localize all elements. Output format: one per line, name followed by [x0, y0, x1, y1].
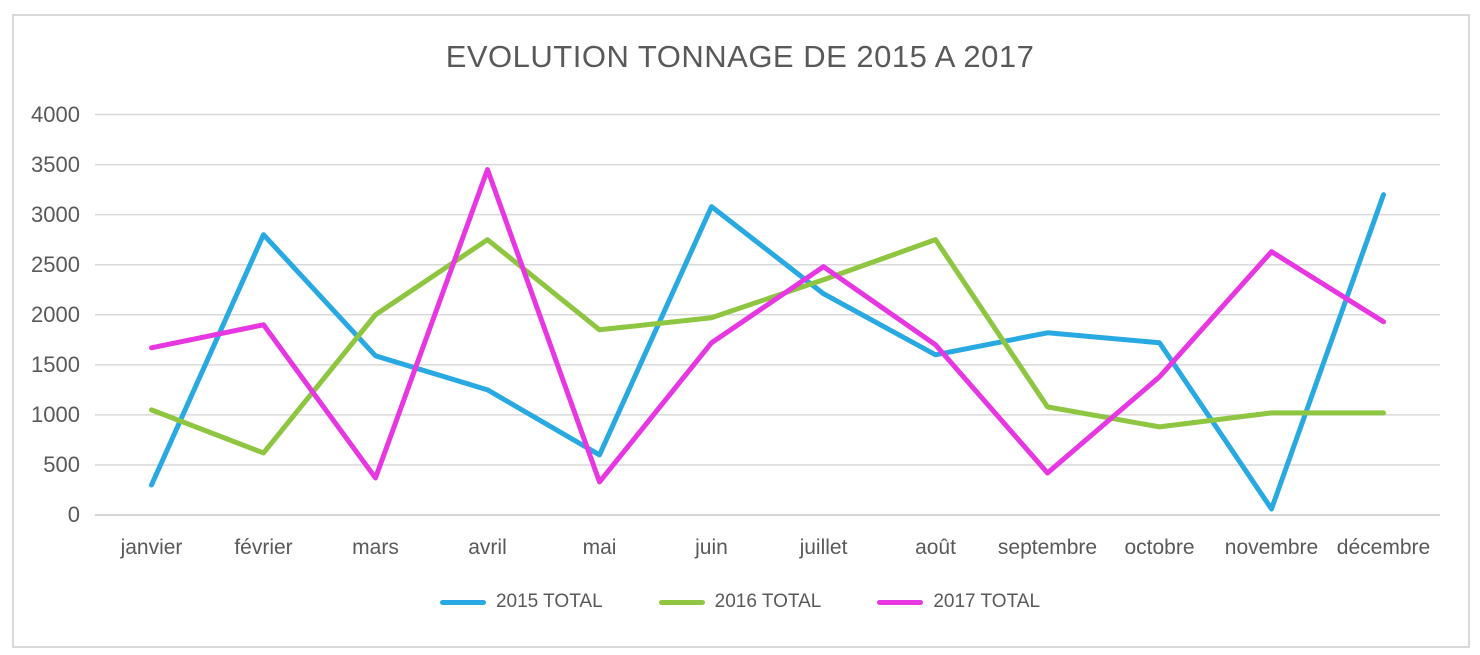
- legend-item-2015: 2015 TOTAL: [439, 591, 603, 613]
- series-line-2015: [149, 192, 1386, 512]
- x-tick-label-3: mars: [352, 536, 399, 559]
- series-line-2016: [149, 237, 1386, 456]
- x-tick-label-10: octobre: [1124, 536, 1195, 559]
- legend-swatch-icon: [658, 599, 705, 605]
- x-tick-label-6: juin: [695, 536, 728, 559]
- legend-swatch-icon: [439, 599, 486, 605]
- legend-item-2016: 2016 TOTAL: [658, 591, 822, 613]
- series-line-2017: [149, 167, 1386, 485]
- x-tick-label-5: mai: [582, 536, 617, 559]
- x-tick-label-12: décembre: [1336, 536, 1431, 559]
- x-tick-label-2: février: [234, 536, 293, 559]
- x-tick-label-7: juillet: [799, 536, 848, 559]
- chart-frame: [12, 14, 1470, 648]
- y-tick-label: 3500: [31, 151, 80, 177]
- legend-label: 2017 TOTAL: [933, 591, 1041, 612]
- x-tick-label-8: août: [915, 536, 956, 559]
- y-tick-label: 2000: [31, 301, 80, 327]
- x-tick-label-1: janvier: [120, 536, 183, 559]
- y-tick-label: 500: [43, 451, 80, 477]
- y-tick-label: 2500: [31, 251, 80, 277]
- y-tick-label: 1500: [31, 351, 80, 377]
- y-tick-label: 1000: [31, 401, 80, 427]
- legend-swatch-icon: [877, 599, 924, 605]
- x-tick-label-11: novembre: [1224, 536, 1319, 559]
- x-tick-label-4: avril: [468, 536, 507, 559]
- y-tick-label: 3000: [31, 201, 80, 227]
- legend-label: 2015 TOTAL: [495, 591, 603, 612]
- chart-title: EVOLUTION TONNAGE DE 2015 A 2017: [445, 39, 1035, 74]
- legend: 2015 TOTAL 2016 TOTAL 2017 TOTAL: [0, 588, 1480, 616]
- y-tick-label: 0: [67, 502, 80, 527]
- legend-label: 2016 TOTAL: [714, 591, 822, 612]
- legend-item-2017: 2017 TOTAL: [877, 591, 1040, 613]
- y-tick-label: 4000: [31, 101, 80, 127]
- x-tick-label-9: septembre: [997, 536, 1098, 559]
